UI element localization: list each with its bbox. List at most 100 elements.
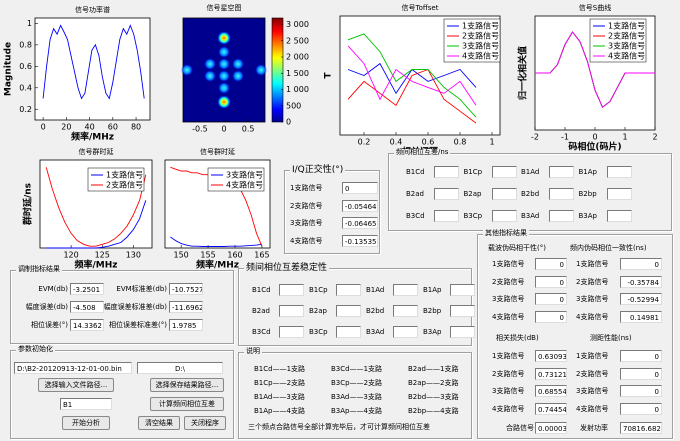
plot-area [34,17,151,121]
value-field[interactable] [336,305,361,317]
value-field[interactable]: -10.7527 [169,283,203,295]
value-field[interactable]: 0 [342,182,378,194]
colorbar-tick-label: 3 000 [286,20,309,29]
constellation-cluster [217,95,231,109]
series-line [170,236,262,247]
value-field[interactable] [549,210,574,222]
value-field[interactable] [279,305,304,317]
value-field[interactable]: 0 [620,258,662,270]
value-field[interactable]: 0.73121 [535,367,567,380]
button[interactable]: 关闭程序 [184,416,226,430]
value-field[interactable]: -0.06465 [342,217,378,229]
value-field[interactable] [279,284,304,296]
group-box [10,350,234,439]
x-tick-label: 0.5 [242,125,255,134]
row-label: 3支路信号 [492,295,525,303]
value-field[interactable] [549,166,574,178]
band-label: B1Ad [521,168,540,176]
value-field[interactable]: -11.6962 [169,301,203,313]
value-field[interactable] [336,326,361,338]
x-tick-label: 1 [622,133,627,142]
value-field[interactable]: 0 [535,310,567,323]
value-field[interactable]: 0.00003 [535,422,567,434]
value-field[interactable] [393,305,418,317]
value-field[interactable]: -0.52994 [620,293,662,305]
value-field[interactable]: 0 [535,275,567,288]
band-label: B2ad [252,307,270,315]
value-field[interactable] [606,166,632,178]
x-tick-label: 40 [85,123,95,132]
row-label: 3支路信号 [290,219,323,227]
series-line [347,45,477,106]
value-field[interactable]: 0 [620,402,662,415]
input-path[interactable]: D:\B2-20120913-12-01-00.bin [14,362,132,374]
x-tick-label: 80 [131,123,141,132]
row-label: 4支路信号 [576,404,609,413]
row-label: 1支路信号 [492,352,525,360]
value-field[interactable] [450,284,475,296]
value-field[interactable] [606,210,632,222]
value-field[interactable]: 0 [620,367,662,380]
value-field[interactable]: 70816.682 [620,422,662,434]
value-field[interactable] [450,326,475,338]
value-field[interactable] [336,284,361,296]
value-field[interactable]: -0.35784 [620,275,662,288]
value-field[interactable] [491,188,517,200]
value-field[interactable] [434,210,459,222]
value-field[interactable]: 1.9785 [169,319,203,331]
output-path[interactable]: D:\ [137,362,223,374]
button[interactable]: 选择保存结果路径... [150,378,224,392]
colorbar-tick-label: 1 500 [286,69,309,78]
legend-label: 4支路信号 [608,51,645,61]
value-field[interactable] [279,326,304,338]
value-field[interactable] [393,284,418,296]
value-field[interactable] [434,188,459,200]
note-text: B1Cd——1支路 [254,365,306,373]
band-label: B2bd [366,307,385,315]
value-field[interactable]: 0.14981 [620,310,662,323]
group-box [477,234,673,439]
value-field[interactable]: 0 [535,258,567,270]
row-label: 4支路信号 [492,404,525,413]
button[interactable]: 计算频间相位互差 [150,397,224,411]
value-field[interactable]: 0.68554 [535,385,567,397]
button[interactable]: 选择输入文件路径... [38,378,114,392]
x-tick-label: 0 [221,125,226,134]
value-field[interactable] [450,305,475,317]
value-field[interactable]: -0.05464 [342,199,378,212]
value-field[interactable] [434,166,459,178]
value-field[interactable] [393,326,418,338]
value-field[interactable]: 14.3362 [70,319,104,331]
value-field[interactable] [491,166,517,178]
row-label: 2支路信号 [492,369,525,378]
value-field[interactable]: 0 [620,385,662,397]
value-field[interactable] [491,210,517,222]
value-field[interactable]: -3.2501 [70,283,104,295]
section-title: 相关损失(dB) [496,334,539,342]
note-text: B2bd——3支路 [408,393,459,401]
x-tick-label: 0 [592,133,597,142]
value-field[interactable]: 0 [620,350,662,362]
x-tick-label: 1 [489,138,494,147]
button[interactable]: 清空结果 [138,416,180,430]
band-label: B2ap [463,190,482,198]
dropdown[interactable]: B1 [60,398,112,410]
band-label: B1Ad [366,286,385,294]
value-field[interactable]: 0 [535,293,567,305]
group-title: 频间相位互差/ns [394,148,451,156]
band-label: B1Ap [578,168,598,176]
value-field[interactable]: 0.74454 [535,402,567,415]
x-tick-label: 60 [108,123,118,132]
y-axis-label: T [324,72,334,79]
group-box [388,153,672,231]
note-text: B3Ap——4支路 [331,407,382,415]
x-tick-label: 2 [652,133,657,142]
value-field[interactable]: -4.508 [70,301,104,313]
value-field[interactable]: -0.13535 [342,234,378,247]
value-field[interactable] [549,188,574,200]
row-label: 4支路信号 [290,236,323,245]
value-field[interactable] [606,188,632,200]
note-text: B3Cp——2支路 [331,379,383,387]
value-field[interactable]: 0.63093 [535,350,567,362]
button[interactable]: 开始分析 [62,416,110,430]
